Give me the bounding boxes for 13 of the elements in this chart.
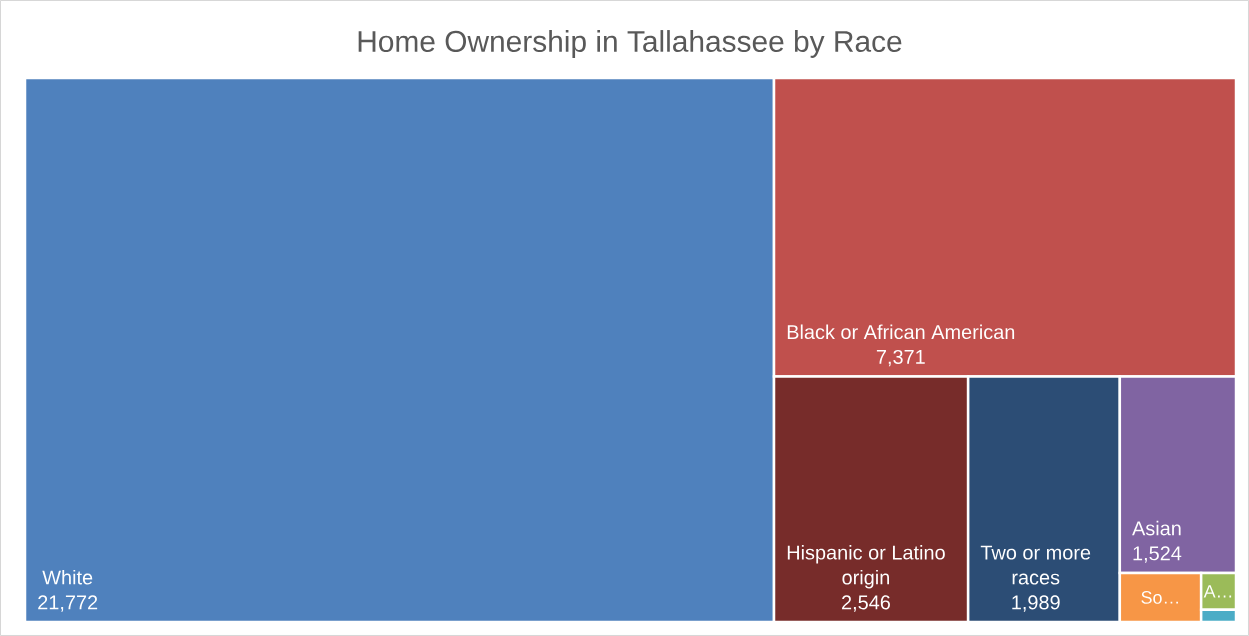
data-label: 7,371 (876, 349, 925, 367)
category-label: Black or African American (787, 324, 1015, 340)
category-label: So… (1141, 591, 1178, 604)
text: Home Ownership in Tallahassee by Race (358, 30, 902, 58)
data-label: 21,772 (38, 595, 98, 612)
category-label: Hispanic or Latino origin (787, 544, 945, 589)
data-label: 2,546 (842, 595, 890, 612)
data-label: 1,989 (1012, 595, 1060, 612)
category-label: Two or more races (980, 545, 1091, 585)
category-label: White (42, 569, 93, 585)
category-label: A… (1203, 585, 1232, 598)
category-label: Asian (1132, 520, 1181, 536)
data-label: 1,524 (1133, 546, 1182, 563)
